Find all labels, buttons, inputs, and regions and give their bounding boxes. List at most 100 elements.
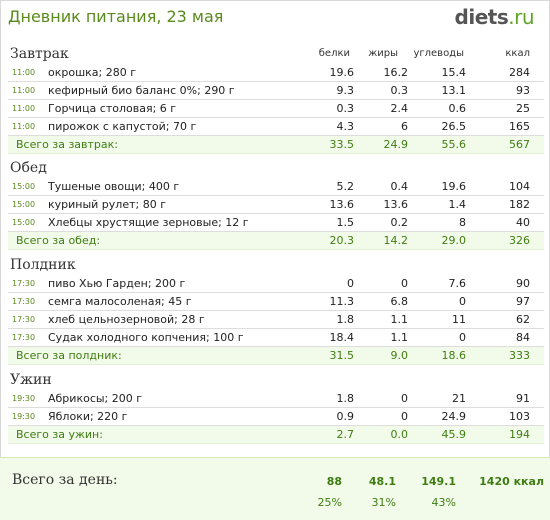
meal-section-dinner: Ужин 19:30 Абрикосы; 200 г 1.8 0 21 91 1…	[8, 370, 544, 444]
day-carbs-percent: 43%	[431, 496, 456, 509]
food-carbs: 1.4	[448, 198, 467, 211]
food-name[interactable]: семга малосоленая; 45 г	[48, 295, 192, 308]
header: Дневник питания, 23 мая diets.ru	[8, 5, 544, 30]
day-total-label: Всего за день:	[12, 472, 118, 488]
food-protein: 1.8	[336, 392, 355, 405]
food-time: 17:30	[12, 333, 36, 342]
food-protein: 0	[347, 277, 354, 290]
total-fat: 0.0	[390, 428, 409, 441]
column-header-carbs: углеводы	[413, 48, 464, 59]
food-row[interactable]: 11:00 кефирный био баланс 0%; 290 г 9.3 …	[8, 82, 544, 100]
meal-section-breakfast: Завтрак 11:00 окрошка; 280 г 19.6 16.2 1…	[8, 44, 544, 154]
food-protein: 1.5	[336, 216, 355, 229]
day-protein-percent: 25%	[317, 496, 342, 509]
meal-total-row: Всего за завтрак: 33.5 24.9 55.6 567	[8, 136, 544, 154]
food-time: 15:00	[12, 218, 36, 227]
food-fat: 1.1	[390, 331, 409, 344]
food-fat: 0.3	[390, 84, 409, 97]
food-row[interactable]: 11:00 Горчица столовая; 6 г 0.3 2.4 0.6 …	[8, 100, 544, 118]
food-kcal: 91	[516, 392, 530, 405]
food-name[interactable]: куриный рулет; 80 г	[48, 198, 166, 211]
food-name[interactable]: Яблоки; 220 г	[48, 410, 128, 423]
food-carbs: 8	[459, 216, 466, 229]
food-name[interactable]: кефирный био баланс 0%; 290 г	[48, 84, 235, 97]
food-name[interactable]: пирожок с капустой; 70 г	[48, 120, 197, 133]
food-name[interactable]: Горчица столовая; 6 г	[48, 102, 177, 115]
food-row[interactable]: 11:00 пирожок с капустой; 70 г 4.3 6 26.…	[8, 118, 544, 136]
page-title: Дневник питания, 23 мая	[8, 7, 224, 26]
total-protein: 2.7	[336, 428, 355, 441]
food-fat: 6	[401, 120, 408, 133]
total-protein: 33.5	[329, 138, 355, 151]
food-carbs: 13.1	[441, 84, 467, 97]
food-fat: 13.6	[383, 198, 409, 211]
day-total-panel: Всего за день: 88 48.1 149.1 1420 ккал 2…	[0, 457, 550, 520]
food-protein: 18.4	[329, 331, 355, 344]
total-fat: 24.9	[383, 138, 409, 151]
food-time: 11:00	[12, 68, 36, 77]
food-kcal: 104	[509, 180, 530, 193]
meal-total-label: Всего за завтрак:	[16, 138, 119, 151]
food-protein: 5.2	[336, 180, 355, 193]
food-kcal: 103	[509, 410, 530, 423]
food-name[interactable]: окрошка; 280 г	[48, 66, 137, 79]
food-name[interactable]: пиво Хью Гарден; 200 г	[48, 277, 186, 290]
total-carbs: 29.0	[441, 234, 467, 247]
food-time: 17:30	[12, 297, 36, 306]
food-row[interactable]: 17:30 семга малосоленая; 45 г 11.3 6.8 0…	[8, 293, 544, 311]
food-name[interactable]: Судак холодного копчения; 100 г	[48, 331, 244, 344]
site-logo[interactable]: diets.ru	[455, 5, 535, 29]
food-fat: 0	[401, 410, 408, 423]
food-carbs: 19.6	[441, 180, 467, 193]
food-carbs: 0	[459, 295, 466, 308]
food-fat: 2.4	[390, 102, 409, 115]
food-row[interactable]: 15:00 куриный рулет; 80 г 13.6 13.6 1.4 …	[8, 196, 544, 214]
food-fat: 16.2	[383, 66, 409, 79]
food-kcal: 40	[516, 216, 530, 229]
meal-title: Ужин	[10, 372, 52, 388]
food-name[interactable]: хлеб цельнозерновой; 28 г	[48, 313, 205, 326]
total-kcal: 567	[509, 138, 530, 151]
food-name[interactable]: Абрикосы; 200 г	[48, 392, 143, 405]
food-fat: 0.2	[390, 216, 409, 229]
logo-tld: .ru	[508, 5, 534, 29]
food-kcal: 165	[509, 120, 530, 133]
food-row[interactable]: 19:30 Яблоки; 220 г 0.9 0 24.9 103	[8, 408, 544, 426]
food-name[interactable]: Тушеные овощи; 400 г	[48, 180, 180, 193]
meal-total-label: Всего за полдник:	[16, 349, 122, 362]
food-time: 11:00	[12, 104, 36, 113]
food-row[interactable]: 19:30 Абрикосы; 200 г 1.8 0 21 91	[8, 390, 544, 408]
meal-total-label: Всего за ужин:	[16, 428, 103, 441]
food-protein: 1.8	[336, 313, 355, 326]
food-row[interactable]: 11:00 окрошка; 280 г 19.6 16.2 15.4 284	[8, 64, 544, 82]
meal-total-row: Всего за полдник: 31.5 9.0 18.6 333	[8, 347, 544, 365]
food-time: 11:00	[12, 122, 36, 131]
food-kcal: 25	[516, 102, 530, 115]
food-row[interactable]: 17:30 пиво Хью Гарден; 200 г 0 0 7.6 90	[8, 275, 544, 293]
food-time: 15:00	[12, 182, 36, 191]
food-protein: 13.6	[329, 198, 355, 211]
meal-title: Завтрак	[10, 46, 69, 62]
food-time: 17:30	[12, 279, 36, 288]
food-kcal: 62	[516, 313, 530, 326]
total-carbs: 45.9	[441, 428, 467, 441]
total-protein: 31.5	[329, 349, 355, 362]
food-carbs: 7.6	[448, 277, 467, 290]
food-row[interactable]: 15:00 Тушеные овощи; 400 г 5.2 0.4 19.6 …	[8, 178, 544, 196]
food-name[interactable]: Хлебцы хрустящие зерновые; 12 г	[48, 216, 249, 229]
food-carbs: 21	[452, 392, 466, 405]
food-row[interactable]: 17:30 хлеб цельнозерновой; 28 г 1.8 1.1 …	[8, 311, 544, 329]
food-row[interactable]: 17:30 Судак холодного копчения; 100 г 18…	[8, 329, 544, 347]
food-time: 19:30	[12, 412, 36, 421]
food-row[interactable]: 15:00 Хлебцы хрустящие зерновые; 12 г 1.…	[8, 214, 544, 232]
total-fat: 14.2	[383, 234, 409, 247]
day-total-fat: 48.1	[368, 475, 396, 488]
day-total-kcal: 1420 ккал	[479, 475, 544, 488]
food-fat: 0	[401, 277, 408, 290]
food-carbs: 0.6	[448, 102, 467, 115]
food-kcal: 90	[516, 277, 530, 290]
food-fat: 0.4	[390, 180, 409, 193]
food-protein: 4.3	[336, 120, 355, 133]
food-kcal: 84	[516, 331, 530, 344]
total-carbs: 18.6	[441, 349, 467, 362]
